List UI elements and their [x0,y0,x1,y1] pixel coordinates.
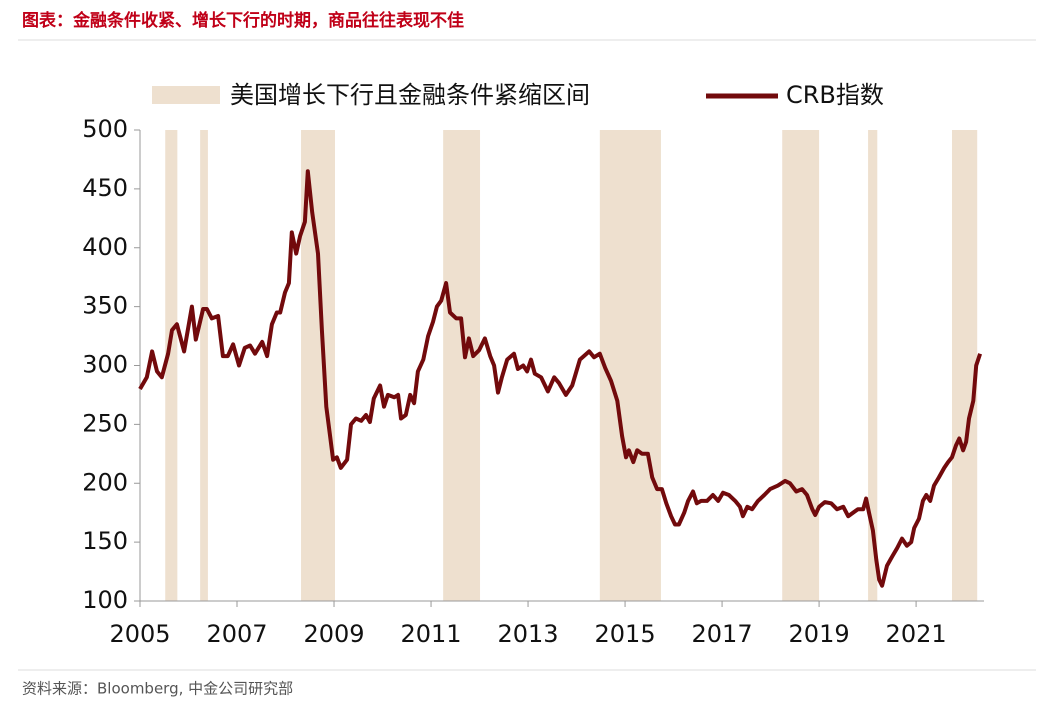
shaded-interval [868,130,878,601]
legend-label: 美国增长下行且金融条件紧缩区间 [230,81,590,109]
shaded-interval [782,130,820,601]
x-tick-label: 2019 [789,620,850,648]
x-tick-label: 2007 [206,620,267,648]
y-tick-label: 300 [82,351,128,379]
x-tick-label: 2009 [303,620,364,648]
y-tick-label: 450 [82,174,128,202]
y-tick-label: 100 [82,586,128,614]
legend-label: CRB指数 [786,81,884,109]
x-tick-label: 2011 [400,620,461,648]
x-tick-label: 2017 [692,620,753,648]
x-tick-label: 2015 [595,620,656,648]
y-tick-label: 250 [82,409,128,437]
shaded-interval [951,130,978,601]
chart-title: 图表：金融条件收紧、增长下行的时期，商品往往表现不佳 [22,10,464,31]
source-note: 资料来源：Bloomberg, 中金公司研究部 [22,680,293,698]
y-tick-label: 400 [82,233,128,261]
shaded-interval [165,130,178,601]
shaded-interval [599,130,661,601]
x-tick-label: 2021 [886,620,947,648]
x-tick-label: 2013 [498,620,559,648]
y-tick-label: 500 [82,115,128,143]
y-tick-label: 150 [82,527,128,555]
series-line [138,169,982,588]
legend-swatch [152,86,220,104]
x-tick-label: 2005 [109,620,170,648]
y-tick-label: 350 [82,292,128,320]
shaded-interval [200,130,208,601]
shaded-interval [443,130,481,601]
y-tick-label: 200 [82,468,128,496]
